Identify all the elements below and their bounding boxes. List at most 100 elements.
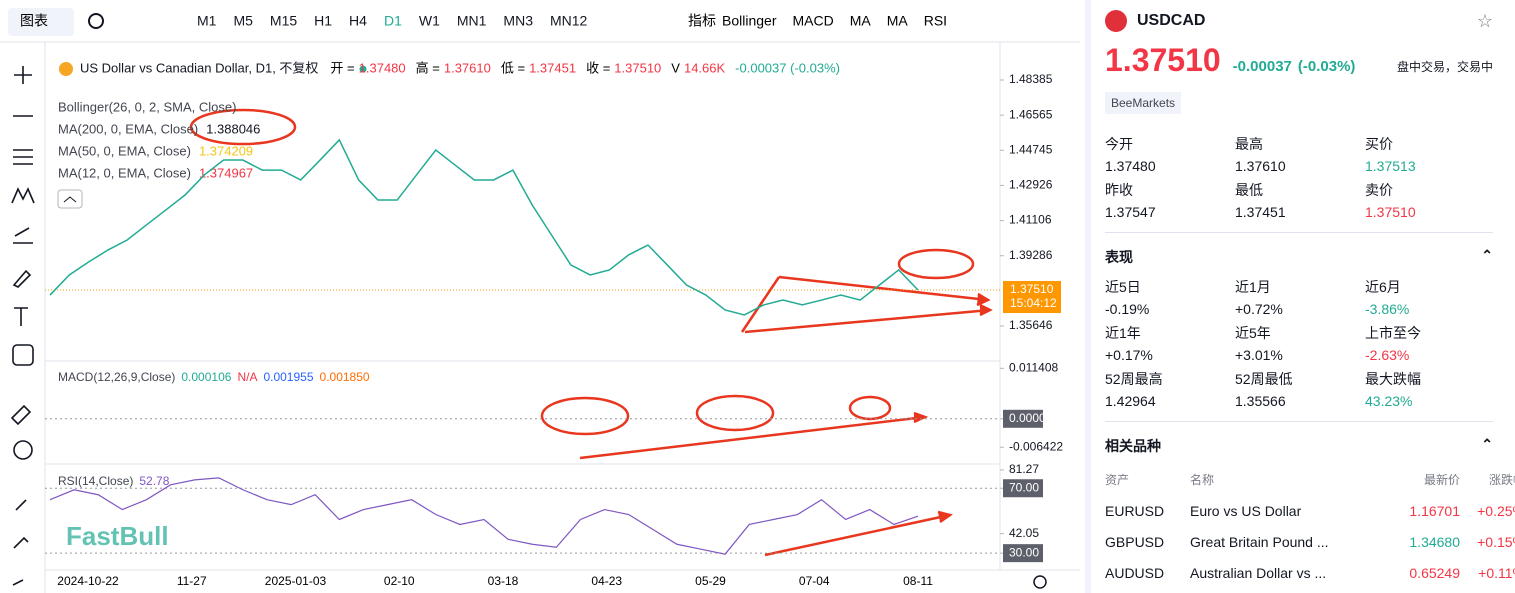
y-tick-label: 42.05 bbox=[1009, 526, 1039, 540]
settings-icon[interactable] bbox=[1033, 575, 1047, 589]
ohlc-label: V bbox=[671, 60, 680, 75]
change: -0.00037 bbox=[1232, 58, 1292, 75]
study-name: RSI(14,Close) bbox=[58, 474, 133, 488]
collapse-icon[interactable]: ⌃ bbox=[1481, 247, 1493, 263]
interval-button[interactable]: M5 bbox=[233, 13, 253, 29]
table-header: 资产 名称 最新价 涨跌幅 bbox=[1105, 464, 1515, 495]
interval-button[interactable]: M1 bbox=[197, 13, 217, 29]
favorite-star[interactable]: ☆ bbox=[1476, 10, 1493, 31]
cell: EURUSD bbox=[1105, 502, 1165, 519]
search-icon[interactable] bbox=[88, 13, 104, 29]
stat: 近6月 -3.86% bbox=[1365, 277, 1495, 317]
header-cell: 涨跌幅 bbox=[1488, 473, 1515, 487]
stat-label: 上市至今 bbox=[1365, 325, 1421, 341]
cell: +0.15% bbox=[1477, 533, 1515, 550]
interval-button[interactable]: W1 bbox=[419, 13, 440, 29]
indicator-button[interactable]: MA bbox=[887, 13, 909, 29]
cell: Australian Dollar vs ... bbox=[1190, 564, 1327, 581]
countdown: 15:04:12 bbox=[1010, 296, 1057, 310]
symbol-icon bbox=[59, 62, 73, 76]
collapse-icon[interactable]: ⌃ bbox=[1481, 436, 1493, 452]
left-tools bbox=[10, 66, 35, 586]
interval-button[interactable]: MN3 bbox=[503, 13, 533, 29]
stat-value: 1.42964 bbox=[1105, 393, 1156, 409]
stat-label: 近5年 bbox=[1235, 325, 1271, 341]
stats: 今开 1.37480 最高 1.37610 买价 1.37513 昨收 1.37547 最低 1.… bbox=[1105, 134, 1493, 220]
cell: GBPUSD bbox=[1105, 533, 1165, 550]
y-tick-label: -0.006422 bbox=[1009, 439, 1063, 453]
study-name: MA(200, 0, EMA, Close) bbox=[58, 121, 198, 136]
table-row[interactable]: AUDUSD Australian Dollar vs ... 0.65249 +0.… bbox=[1105, 557, 1515, 588]
stat: 卖价 1.37510 bbox=[1365, 180, 1495, 220]
x-tick-label: 05-29 bbox=[695, 574, 726, 588]
y-tick-label: 70.00 bbox=[1009, 480, 1039, 494]
table-row[interactable]: EURUSD Euro vs US Dollar 1.16701 +0.25% bbox=[1105, 495, 1515, 526]
interval-button[interactable]: H4 bbox=[349, 13, 367, 29]
interval-button[interactable]: H1 bbox=[314, 13, 332, 29]
interval-button[interactable]: MN1 bbox=[457, 13, 487, 29]
header-cell: 资产 bbox=[1105, 473, 1130, 487]
study-value: 0.001955 bbox=[263, 370, 313, 384]
stat-label: 买价 bbox=[1365, 136, 1393, 152]
stat: 52周最高 1.42964 bbox=[1105, 369, 1235, 409]
stat-value: +0.72% bbox=[1235, 301, 1283, 317]
stat-value: 1.37610 bbox=[1235, 158, 1286, 174]
status: 盘中交易，交易中 bbox=[1396, 60, 1493, 74]
stat: 昨收 1.37547 bbox=[1105, 180, 1235, 220]
stat-label: 近6月 bbox=[1365, 279, 1401, 295]
interval-button[interactable]: D1 bbox=[384, 13, 402, 29]
study-value: 0.000106 bbox=[181, 370, 231, 384]
chart-menu[interactable] bbox=[8, 8, 74, 36]
stat: 最大跌幅 43.23% bbox=[1365, 369, 1495, 409]
cell: Great Britain Pound ... bbox=[1190, 533, 1329, 550]
table-row[interactable]: GBPUSD Great Britain Pound ... 1.34680 +0.1… bbox=[1105, 526, 1515, 557]
y-tick-label: 0.011408 bbox=[1009, 360, 1058, 374]
stat-value: 1.35566 bbox=[1235, 393, 1286, 409]
chart-menu-label[interactable]: 图表 bbox=[20, 13, 48, 29]
ohlc-label: 低 = bbox=[501, 60, 525, 75]
chart-title: US Dollar vs Canadian Dollar, D1, 不复权 bbox=[80, 60, 318, 75]
level-box bbox=[1003, 409, 1043, 428]
x-tick-label: 2024-10-22 bbox=[57, 574, 119, 588]
stat-label: 近1年 bbox=[1105, 325, 1141, 341]
stat-value: -2.63% bbox=[1365, 347, 1410, 363]
stat: 近5日 -0.19% bbox=[1105, 277, 1235, 317]
section-title: 相关品种 bbox=[1105, 438, 1161, 454]
indicator-button[interactable]: RSI bbox=[924, 13, 947, 29]
collapse-button[interactable] bbox=[57, 189, 83, 209]
indicator-button[interactable]: Bollinger bbox=[722, 13, 777, 29]
study-name: MA(12, 0, EMA, Close) bbox=[58, 165, 191, 180]
x-tick-label: 04-23 bbox=[591, 574, 622, 588]
stat-label: 52周最低 bbox=[1235, 371, 1293, 387]
interval-button[interactable]: MN12 bbox=[550, 13, 588, 29]
cell: Euro vs US Dollar bbox=[1190, 502, 1302, 519]
indicators-button[interactable]: 指标 bbox=[688, 13, 716, 29]
watermark: FastBull bbox=[66, 521, 169, 551]
ohlc-value: 1.37480 bbox=[359, 60, 406, 75]
stat: 52周最低 1.35566 bbox=[1235, 369, 1365, 409]
stat: 买价 1.37513 bbox=[1365, 134, 1495, 174]
symbol: USDCAD bbox=[1137, 12, 1206, 29]
stat-value: -0.19% bbox=[1105, 301, 1150, 317]
study-value: 1.388046 bbox=[206, 121, 260, 136]
stat-value: 43.23% bbox=[1365, 393, 1413, 409]
x-tick-label: 03-18 bbox=[488, 574, 519, 588]
stat-value: +0.17% bbox=[1105, 347, 1153, 363]
stat-label: 近1月 bbox=[1235, 279, 1271, 295]
stat-label: 近5日 bbox=[1105, 279, 1141, 295]
study-name: MA(50, 0, EMA, Close) bbox=[58, 143, 191, 158]
x-tick-label: 2025-01-03 bbox=[265, 574, 327, 588]
stat-label: 卖价 bbox=[1365, 182, 1393, 198]
indicator-button[interactable]: MACD bbox=[792, 13, 833, 29]
y-tick-label: 1.42926 bbox=[1009, 178, 1053, 192]
ohlc-value: 14.66K bbox=[684, 60, 726, 75]
collapse-icon bbox=[63, 196, 77, 203]
cell: 1.16701 bbox=[1409, 502, 1460, 519]
interval-button[interactable]: M15 bbox=[270, 13, 297, 29]
y-tick-label: 1.41106 bbox=[1009, 213, 1052, 227]
stat: 上市至今 -2.63% bbox=[1365, 323, 1495, 363]
indicator-button[interactable]: MA bbox=[850, 13, 872, 29]
level-box bbox=[1003, 479, 1043, 498]
cell: 1.34680 bbox=[1409, 533, 1460, 550]
